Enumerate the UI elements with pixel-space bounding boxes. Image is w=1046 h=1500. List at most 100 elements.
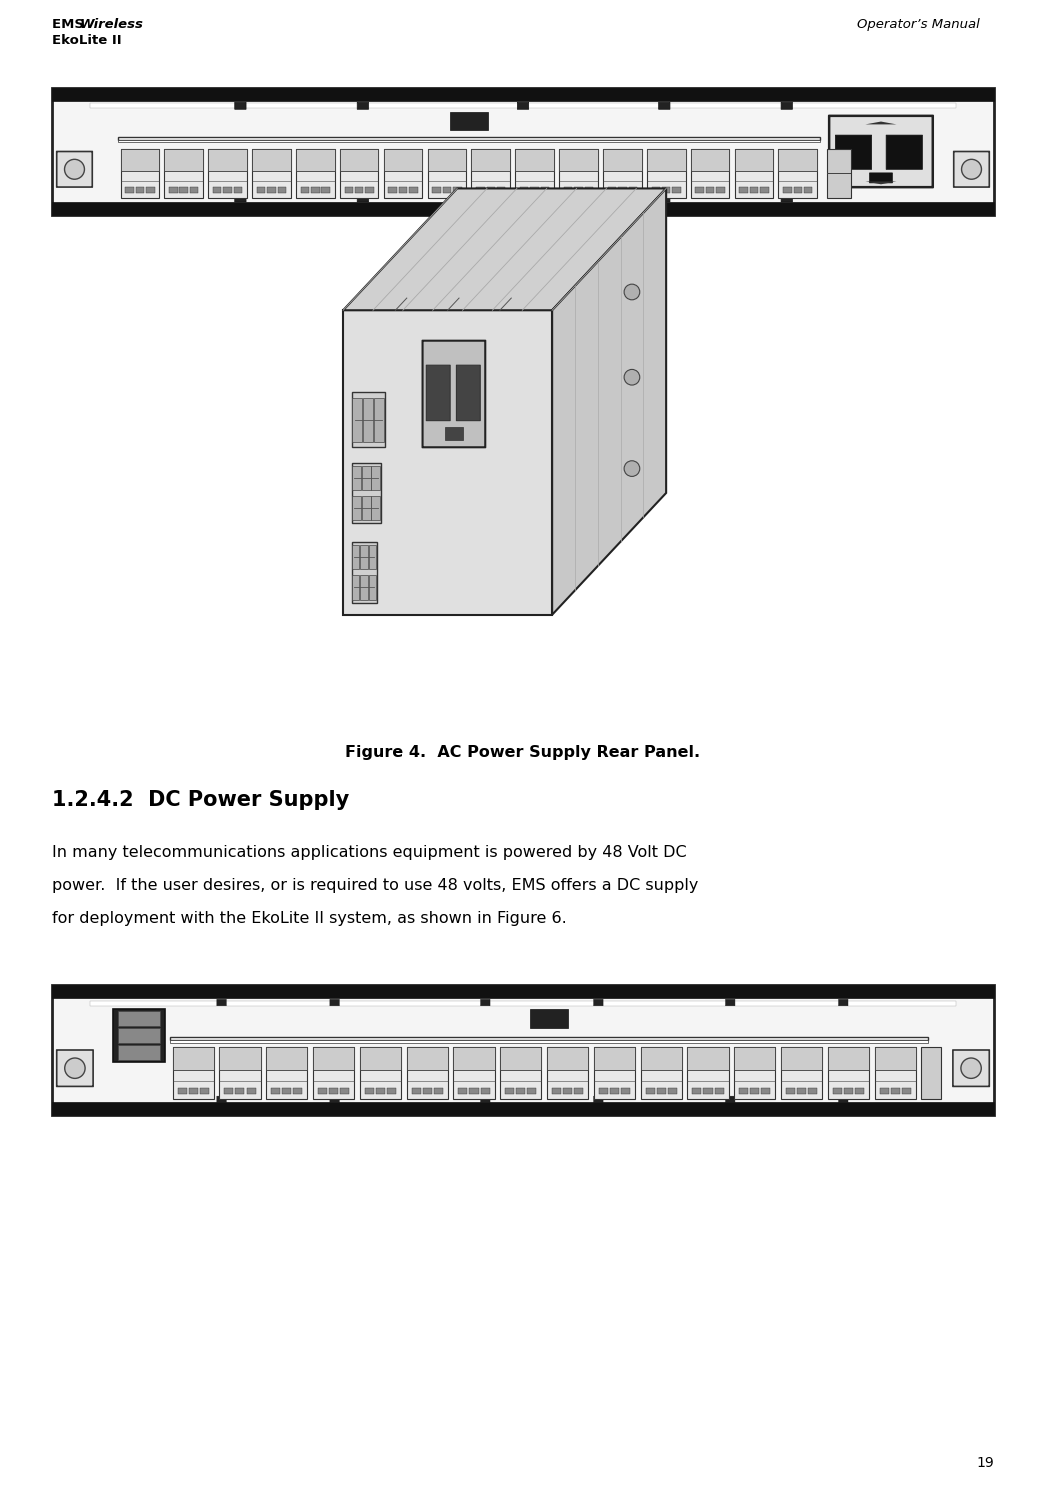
Bar [781,1047,822,1071]
Bar [827,1047,869,1071]
Bar [355,186,363,192]
FancyBboxPatch shape [836,135,871,170]
Bar [560,148,597,171]
Bar [388,186,396,192]
Bar [760,186,769,192]
FancyBboxPatch shape [357,195,368,202]
Bar [52,202,994,214]
Bar [52,88,994,214]
Bar [362,465,370,490]
Bar [282,1088,291,1094]
Bar [266,1047,308,1100]
Polygon shape [343,310,552,615]
Bar [423,1088,432,1094]
Bar [363,398,373,442]
Bar [761,1088,771,1094]
Text: power.  If the user desires, or is required to use 48 volts, EMS offers a DC sup: power. If the user desires, or is requir… [52,878,699,892]
Bar [296,148,335,198]
Text: for deployment with the EkoLite II system, as shown in Figure 6.: for deployment with the EkoLite II syste… [52,910,567,926]
FancyBboxPatch shape [839,999,848,1006]
FancyBboxPatch shape [659,195,669,202]
Bar [329,1088,338,1094]
Bar [696,186,704,192]
Bar [667,1088,677,1094]
Circle shape [961,1058,981,1078]
Bar [321,186,329,192]
Bar [470,1088,478,1094]
Bar [374,398,384,442]
Bar [740,1088,748,1094]
FancyBboxPatch shape [659,102,669,110]
Bar [52,88,994,101]
FancyBboxPatch shape [480,1096,490,1102]
FancyBboxPatch shape [423,340,485,447]
Bar [52,986,994,998]
Circle shape [65,1058,85,1078]
FancyBboxPatch shape [829,116,933,188]
Bar [516,148,554,198]
Bar [252,148,291,198]
Bar [608,186,616,192]
Bar [480,1088,490,1094]
Polygon shape [552,189,666,615]
Bar [188,1088,198,1094]
Bar [428,148,467,198]
Bar [734,1047,775,1100]
Bar [409,186,417,192]
Bar [453,186,461,192]
Bar [173,1047,213,1100]
Text: Operator’s Manual: Operator’s Manual [858,18,980,32]
Bar [486,186,495,192]
Bar [453,1047,495,1100]
Bar [880,1088,889,1094]
Bar [827,148,850,198]
Bar [353,496,361,520]
Circle shape [65,159,85,178]
Polygon shape [865,122,896,124]
Bar [574,186,583,192]
Bar [407,1047,448,1100]
FancyBboxPatch shape [869,172,892,183]
Bar [453,1047,495,1071]
Bar [113,1010,165,1062]
FancyBboxPatch shape [234,102,246,110]
Bar [118,1011,160,1026]
Bar [146,186,155,192]
Bar [173,1047,213,1071]
Bar [313,1047,355,1100]
Bar [541,186,549,192]
Bar [574,1088,584,1094]
Bar [640,1047,682,1071]
Bar [874,1047,916,1071]
Bar [224,1088,233,1094]
FancyBboxPatch shape [56,152,92,188]
Bar [351,542,377,603]
Bar [52,986,994,1114]
Bar [235,1088,245,1094]
Bar [500,1047,542,1071]
Bar [598,1088,608,1094]
Bar [786,1088,795,1094]
Bar [629,186,637,192]
Bar [692,1088,702,1094]
Bar [855,1088,864,1094]
Bar [384,148,423,171]
Bar [432,186,440,192]
Bar [717,186,725,192]
Bar [714,1088,724,1094]
Text: 19: 19 [976,1456,994,1470]
Bar [750,186,758,192]
FancyBboxPatch shape [594,1096,604,1102]
Bar [371,496,381,520]
Bar [318,1088,327,1094]
Bar [344,186,353,192]
Bar [610,1088,619,1094]
FancyBboxPatch shape [954,152,990,188]
Bar [407,1047,448,1071]
Bar [200,1088,209,1094]
Bar [220,1047,260,1100]
Bar [547,1047,588,1071]
FancyBboxPatch shape [726,999,735,1006]
Bar [517,1088,525,1094]
Bar [360,1047,401,1071]
